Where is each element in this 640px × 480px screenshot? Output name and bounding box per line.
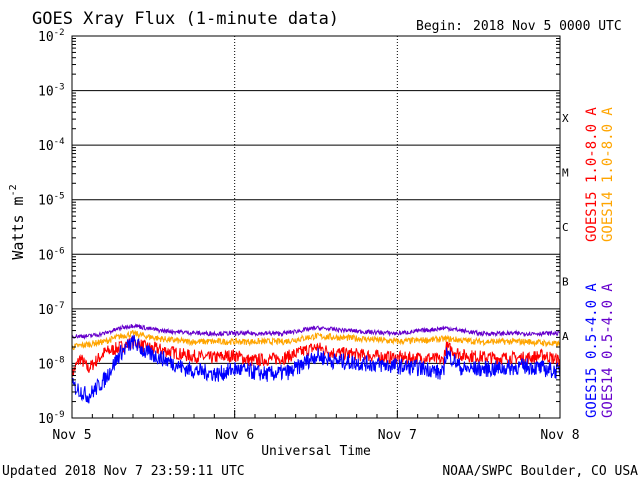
grid-lines <box>72 36 560 418</box>
y-tick-label: 10-8 <box>38 355 65 372</box>
y-tick-label: 10-6 <box>38 246 65 263</box>
y-tick-exponent: -3 <box>54 83 65 93</box>
y-tick-exponent: -5 <box>54 192 65 202</box>
y-tick-exponent: -6 <box>54 246 65 256</box>
updated-timestamp: Updated 2018 Nov 7 23:59:11 UTC <box>2 464 245 479</box>
flare-class-label: B <box>562 276 569 289</box>
y-tick-base: 10 <box>38 357 54 372</box>
x-axis-label: Universal Time <box>261 444 371 459</box>
x-tick-label: Nov 5 <box>52 428 91 443</box>
y-tick-base: 10 <box>38 85 54 100</box>
begin-label: Begin: <box>416 19 463 34</box>
y-tick-exponent: -9 <box>54 410 65 420</box>
y-axis-label-superscript: -2 <box>8 184 19 196</box>
y-axis-label: Watts m-2 <box>8 184 27 259</box>
flare-class-label: X <box>562 112 569 125</box>
data-series <box>71 323 561 404</box>
y-tick-base: 10 <box>38 194 54 209</box>
flare-class-label: A <box>562 330 569 343</box>
y-tick-label: 10-2 <box>38 28 65 45</box>
flare-class-label: C <box>562 221 569 234</box>
legend-entry: GOES15 1.0-8.0 A <box>584 107 600 242</box>
y-tick-label: 10-4 <box>38 137 65 154</box>
y-axis-ticks: 10-210-310-410-510-610-710-810-9 <box>38 28 560 427</box>
chart-title: GOES Xray Flux (1-minute data) <box>32 9 339 29</box>
y-tick-exponent: -7 <box>54 301 65 311</box>
y-tick-label: 10-5 <box>38 192 65 209</box>
series-line <box>71 329 561 351</box>
y-tick-base: 10 <box>38 412 54 427</box>
y-tick-exponent: -4 <box>54 137 65 147</box>
y-tick-base: 10 <box>38 30 54 45</box>
legend-entry: GOES15 0.5-4.0 A <box>584 283 600 418</box>
legend-entry: GOES14 1.0-8.0 A <box>600 107 616 242</box>
x-tick-label: Nov 6 <box>215 428 254 443</box>
y-tick-label: 10-9 <box>38 410 65 427</box>
y-tick-exponent: -2 <box>54 28 65 38</box>
series-line <box>71 334 561 404</box>
series-line <box>71 323 561 340</box>
y-tick-label: 10-3 <box>38 83 65 100</box>
source-credit: NOAA/SWPC Boulder, CO USA <box>442 464 638 479</box>
flare-class-labels: A B C M X <box>562 112 569 343</box>
flare-class-label: M <box>562 166 569 179</box>
y-tick-exponent: -8 <box>54 355 65 365</box>
y-tick-label: 10-7 <box>38 301 65 318</box>
x-tick-label: Nov 7 <box>378 428 417 443</box>
legend: GOES15 1.0-8.0 A GOES14 1.0-8.0 A GOES15 0… <box>584 107 616 418</box>
begin-date: 2018 Nov 5 0000 UTC <box>473 19 622 34</box>
y-tick-base: 10 <box>38 248 54 263</box>
y-tick-base: 10 <box>38 139 54 154</box>
y-axis-label-text: Watts m <box>9 196 27 259</box>
x-axis-ticks: Nov 5 Nov 6 Nov 7 Nov 8 <box>52 410 580 443</box>
legend-entry: GOES14 0.5-4.0 A <box>600 283 616 418</box>
y-tick-base: 10 <box>38 303 54 318</box>
x-tick-label: Nov 8 <box>540 428 579 443</box>
